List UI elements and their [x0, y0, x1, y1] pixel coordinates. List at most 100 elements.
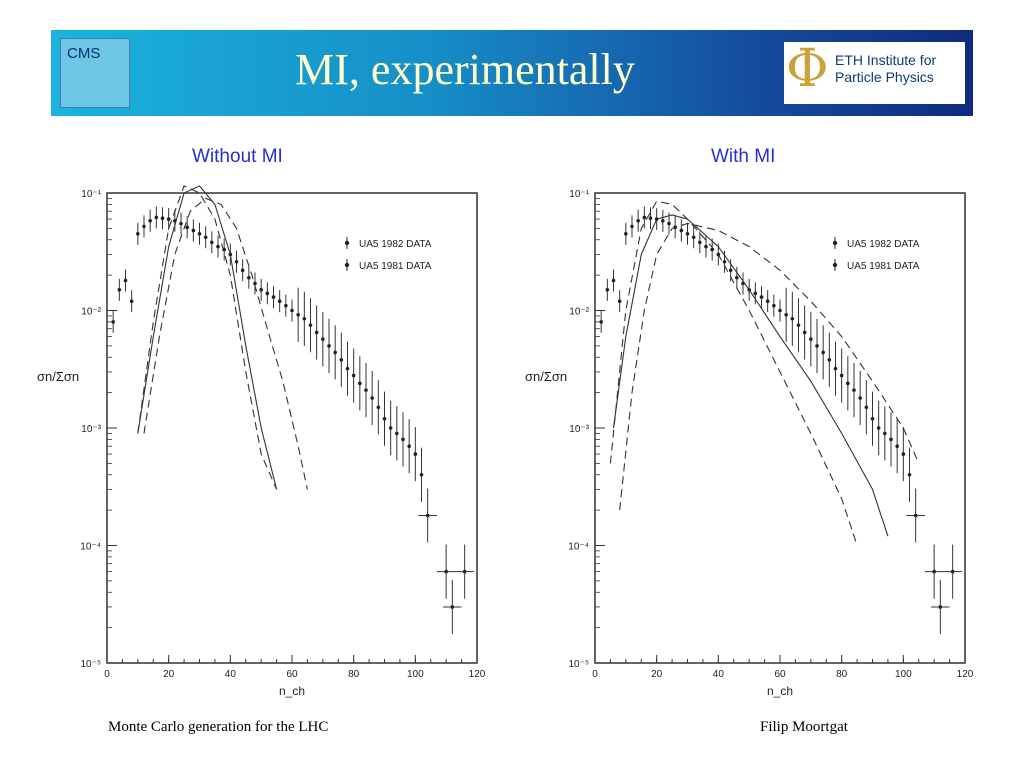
eth-logo-text: ETH Institute for Particle Physics — [835, 52, 937, 85]
x-tick-label: 100 — [895, 669, 912, 680]
y-tick-label: 10⁻³ — [569, 424, 589, 435]
data-point — [648, 216, 653, 221]
chart-without-mi: 0 20 40 60 80 100 120 10⁻¹ 10⁻² 10⁻³ 10⁻⁴ 10⁻⁵ n_ch σ… — [37, 185, 486, 698]
data-point — [358, 381, 362, 386]
data-point — [821, 350, 825, 355]
model-curve — [619, 222, 920, 511]
x-tick-label: 20 — [163, 669, 175, 680]
data-point — [895, 444, 899, 449]
data-point — [419, 472, 424, 477]
data-point — [308, 323, 313, 327]
legend-entry: UA5 1981 DATA — [359, 261, 432, 272]
data-point — [759, 295, 764, 299]
data-point — [388, 426, 393, 430]
legend-entry: UA5 1982 DATA — [359, 239, 432, 250]
data-point — [870, 416, 875, 421]
data-point — [395, 431, 399, 436]
data-point — [407, 444, 411, 449]
y-tick-label: 10⁻¹ — [81, 189, 101, 200]
y-tick-label: 10⁻³ — [81, 424, 101, 435]
data-point — [617, 299, 622, 303]
data-point — [599, 320, 603, 324]
data-point — [691, 235, 696, 240]
data-point — [654, 217, 659, 221]
footer-left: Monte Carlo generation for the LHC — [108, 719, 329, 735]
data-point — [876, 426, 881, 430]
y-tick-label: 10⁻² — [81, 307, 101, 318]
data-point — [191, 228, 196, 233]
x-tick-label: 0 — [592, 669, 598, 680]
data-point — [339, 358, 344, 362]
data-point — [790, 316, 795, 321]
data-point — [753, 291, 758, 296]
data-point — [444, 569, 448, 574]
x-tick-label: 100 — [407, 669, 424, 680]
data-point — [852, 388, 856, 392]
x-axis-label: n_ch — [767, 684, 793, 698]
data-point — [129, 299, 134, 303]
y-axis-label: σn/Σσn — [37, 369, 79, 384]
data-point — [210, 240, 214, 245]
data-point — [772, 303, 776, 308]
y-tick-label: 10⁻⁵ — [80, 659, 101, 670]
cms-logo-text: CMS — [67, 45, 101, 62]
x-tick-label: 80 — [348, 669, 360, 680]
data-point — [907, 472, 912, 477]
legend-entry: UA5 1981 DATA — [847, 261, 920, 272]
data-point — [679, 228, 684, 233]
x-tick-label: 20 — [651, 669, 663, 680]
data-point — [901, 452, 906, 456]
data-point — [247, 275, 251, 280]
data-point — [234, 259, 239, 264]
data-point — [216, 244, 220, 249]
chart-with-mi: 0 20 40 60 80 100 120 10⁻¹ 10⁻² 10⁻³ 10⁻⁴ 10⁻⁵ n_ch σ… — [525, 189, 974, 698]
y-tick-label: 10⁻⁵ — [568, 659, 589, 670]
x-tick-label: 120 — [957, 669, 974, 680]
data-point — [333, 350, 337, 355]
data-point — [136, 231, 140, 236]
model-curve — [137, 185, 278, 490]
data-point — [154, 215, 159, 220]
data-point — [704, 244, 708, 249]
data-point — [345, 366, 350, 371]
data-point — [253, 281, 257, 286]
data-point — [685, 231, 690, 236]
data-point — [673, 225, 677, 230]
data-point — [173, 218, 177, 223]
model-curve — [137, 185, 278, 490]
data-point — [401, 437, 405, 442]
x-tick-label: 60 — [774, 669, 786, 680]
data-point — [284, 303, 288, 308]
data-point — [351, 373, 356, 378]
data-point — [624, 231, 628, 236]
slide-title: MI, experimentally — [295, 45, 635, 94]
y-tick-label: 10⁻⁴ — [80, 542, 101, 553]
data-point — [698, 240, 702, 245]
data-point — [728, 268, 733, 273]
data-point — [382, 416, 387, 421]
data-point — [716, 252, 721, 257]
data-point — [950, 569, 955, 574]
data-point — [809, 337, 813, 341]
data-point — [932, 569, 936, 574]
data-point — [370, 396, 374, 400]
data-point — [179, 221, 183, 226]
data-point — [302, 316, 307, 321]
x-tick-label: 40 — [225, 669, 237, 680]
y-tick-label: 10⁻⁴ — [568, 542, 589, 553]
data-point — [778, 308, 782, 313]
data-point — [290, 308, 294, 313]
data-point — [642, 215, 647, 220]
y-tick-label: 10⁻² — [569, 307, 589, 318]
data-point — [858, 396, 862, 400]
subhead-with-mi: With MI — [711, 146, 776, 167]
model-curve — [143, 197, 308, 490]
data-point — [148, 218, 152, 223]
eth-logo: Φ ETH Institute for Particle Physics — [784, 39, 965, 104]
data-point — [203, 235, 208, 240]
x-tick-label: 60 — [286, 669, 298, 680]
cms-logo: CMS — [60, 38, 130, 108]
data-point — [661, 218, 665, 223]
data-point — [630, 224, 634, 229]
data-point — [864, 405, 869, 410]
